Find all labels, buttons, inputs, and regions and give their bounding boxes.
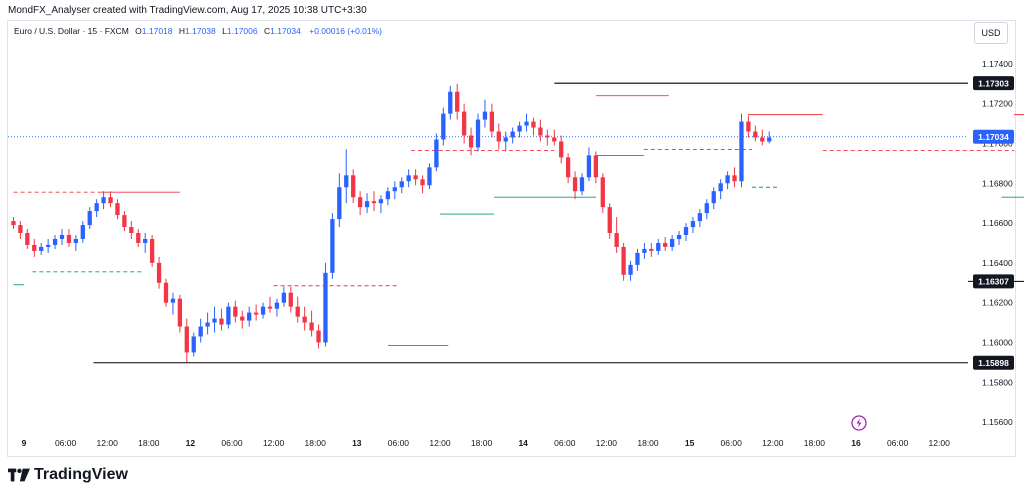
currency-button[interactable]: USD [974,22,1008,44]
low-value: 1.17006 [226,26,258,36]
open-label: O [135,26,142,36]
high-label: H [178,26,186,36]
symbol-title[interactable]: Euro / U.S. Dollar · 15 · FXCM [14,26,129,36]
tradingview-logo-icon [8,468,30,482]
close-label: C [263,26,271,36]
symbol-legend: Euro / U.S. Dollar · 15 · FXCM O1.17018 … [14,26,382,36]
change-value: +0.00016 (+0.01%) [309,26,383,36]
chart-frame [7,20,1016,457]
brand-name: TradingView [34,466,128,483]
tradingview-brand[interactable]: TradingView [8,464,128,486]
close-value: 1.17034 [270,26,301,36]
low-label: L [222,26,227,36]
chart-attribution-header: MondFX_Analyser created with TradingView… [8,5,367,16]
high-value: 1.17038 [185,26,216,36]
open-value: 1.17018 [141,26,173,36]
